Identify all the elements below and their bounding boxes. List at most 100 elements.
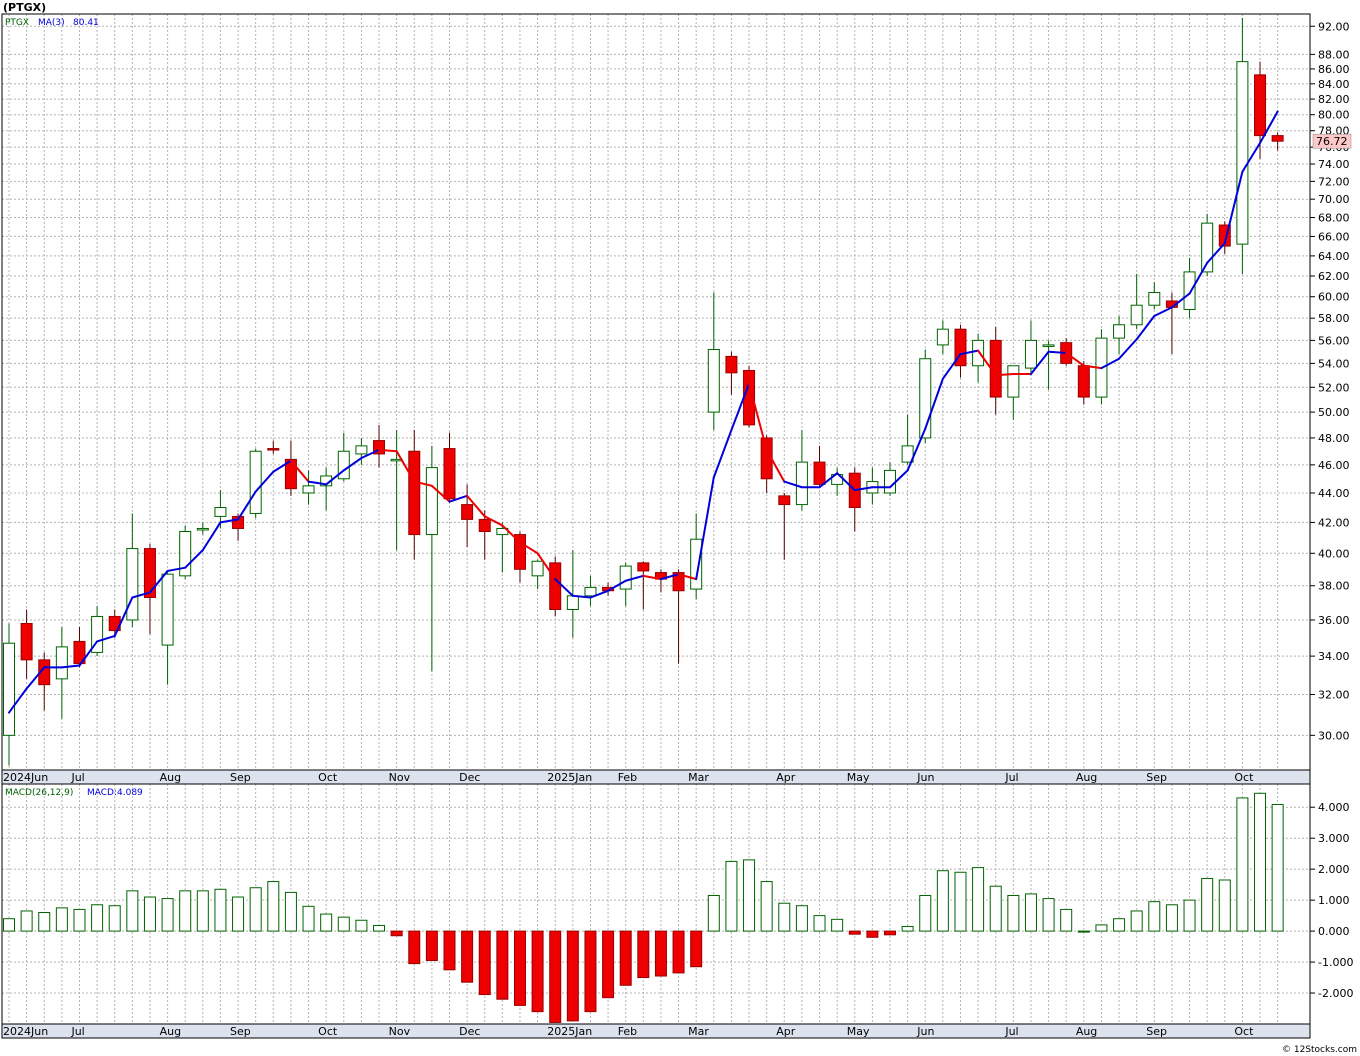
price-tick-label: 92.00: [1318, 20, 1350, 33]
ma-segment: [889, 469, 909, 489]
macd-bar: [126, 890, 139, 932]
ma-segment: [360, 448, 381, 460]
candle-body: [936, 328, 949, 346]
ma-segment: [677, 573, 698, 581]
macd-bar: [55, 907, 68, 932]
candle: [443, 432, 456, 502]
macd-month-label: Mar: [688, 1025, 709, 1038]
macd-bar: [972, 867, 985, 932]
candle-body: [637, 562, 650, 572]
price-tick-label: 74.00: [1318, 158, 1350, 171]
macd-bar: [91, 904, 104, 932]
price-tick-label: 38.00: [1318, 580, 1350, 593]
ma-segment: [624, 574, 645, 582]
price-tick-label: 68.00: [1318, 212, 1350, 225]
macd-bar: [478, 930, 491, 996]
macd-bar: [425, 930, 438, 962]
price-month-label: Nov: [389, 771, 411, 784]
ma-segment: [219, 518, 240, 524]
ma-segment: [924, 377, 944, 430]
ma-segment: [836, 472, 856, 492]
ma-segment: [994, 373, 1015, 377]
ma-segment: [941, 353, 962, 380]
macd-bar: [1042, 898, 1055, 932]
price-month-label: Jul: [1004, 771, 1018, 784]
candle: [20, 609, 33, 679]
ma-segment: [289, 459, 310, 483]
last-price-tag: [1312, 133, 1352, 149]
macd-bar: [690, 930, 703, 968]
macd-bar: [725, 860, 738, 932]
macd-bar: [1113, 918, 1126, 932]
macd-bar: [637, 930, 650, 979]
ma-segment: [853, 486, 874, 492]
candle-body: [38, 659, 51, 686]
price-month-label: Oct: [1234, 771, 1254, 784]
macd-bar: [707, 894, 720, 932]
macd-date-axis: [1, 1023, 1311, 1039]
price-tick-label: 66.00: [1318, 230, 1350, 243]
price-month-label: Dec: [459, 771, 480, 784]
candle-body: [337, 450, 350, 480]
legend-macd-label: MACD(26,12,9): [5, 788, 73, 798]
ma-segment: [378, 448, 398, 453]
ma-segment: [25, 666, 46, 690]
macd-bar: [408, 930, 421, 965]
candle-body: [1007, 365, 1020, 398]
candle-body: [143, 548, 156, 599]
ma-segment: [395, 450, 416, 483]
macd-month-label: Aug: [1076, 1025, 1097, 1038]
macd-bar: [831, 918, 844, 932]
macd-month-label: Jul: [70, 1025, 84, 1038]
ma-segment: [554, 578, 574, 597]
candle-body: [478, 518, 491, 533]
candle-body: [3, 642, 15, 736]
candle-body: [813, 461, 826, 485]
macd-bar: [337, 916, 350, 932]
candle: [725, 351, 738, 395]
macd-month-label: 2024Jun: [3, 1025, 48, 1038]
macd-bar: [249, 887, 262, 932]
price-tick-label: 72.00: [1318, 175, 1350, 188]
macd-bar: [866, 930, 879, 938]
macd-tick-label: 1.000: [1318, 894, 1350, 907]
candle: [566, 550, 579, 638]
ma-segment: [977, 349, 997, 377]
candle-body: [566, 595, 579, 610]
ma-segment: [342, 457, 363, 472]
ma-segment: [448, 494, 469, 503]
price-month-label: Jul: [70, 771, 84, 784]
candle: [355, 437, 368, 465]
macd-month-label: Feb: [618, 1025, 637, 1038]
macd-bar: [989, 885, 1002, 932]
candle: [1201, 213, 1214, 276]
macd-bar: [1024, 893, 1037, 932]
price-month-label: Sep: [1146, 771, 1167, 784]
candle: [1130, 273, 1143, 330]
macd-histogram: [3, 792, 1284, 1023]
macd-month-label: Sep: [230, 1025, 251, 1038]
candle: [390, 430, 403, 551]
macd-bar: [179, 890, 192, 932]
price-tick-label: 54.00: [1318, 357, 1350, 370]
ma-segment: [237, 490, 257, 521]
candle: [901, 414, 914, 465]
ma-segment: [307, 480, 328, 486]
candle: [425, 445, 438, 672]
macd-bar: [654, 930, 667, 977]
ma-segment: [413, 480, 433, 487]
macd-bar: [1077, 930, 1090, 933]
price-month-label: Jun: [916, 771, 934, 784]
ma-segment: [1153, 306, 1173, 318]
candle: [143, 543, 156, 635]
candle: [284, 440, 297, 496]
legend-macd-value: MACD:4.089: [87, 788, 143, 798]
macd-bar: [549, 930, 562, 1023]
price-month-label: Sep: [230, 771, 251, 784]
candle: [91, 606, 104, 657]
macd-bar: [743, 859, 756, 932]
price-tick-label: 48.00: [1318, 432, 1350, 445]
candle: [1183, 257, 1196, 319]
macd-month-label: Jun: [916, 1025, 934, 1038]
candle: [373, 424, 386, 468]
